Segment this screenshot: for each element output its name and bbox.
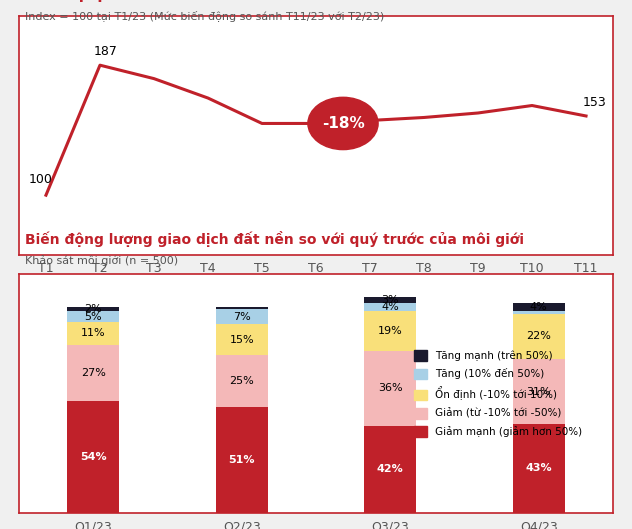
Bar — [364, 426, 416, 513]
Bar — [216, 355, 268, 407]
Bar — [364, 351, 416, 426]
Text: 4%: 4% — [530, 303, 548, 312]
Bar — [216, 307, 268, 309]
Text: 4%: 4% — [381, 303, 399, 312]
Text: 11%: 11% — [81, 329, 106, 339]
Text: 5%: 5% — [85, 312, 102, 322]
Text: 42%: 42% — [377, 464, 404, 475]
Bar — [67, 401, 119, 513]
Bar — [67, 307, 119, 312]
Text: 25%: 25% — [229, 376, 254, 386]
Bar — [513, 303, 565, 312]
Bar — [513, 424, 565, 513]
Text: 27%: 27% — [81, 368, 106, 378]
Text: 54%: 54% — [80, 452, 107, 462]
Bar — [364, 303, 416, 312]
Text: 2%: 2% — [84, 304, 102, 314]
Bar — [364, 297, 416, 303]
Text: 15%: 15% — [229, 334, 254, 344]
Text: 22%: 22% — [526, 332, 551, 341]
Bar — [364, 312, 416, 351]
Text: 31%: 31% — [526, 387, 551, 397]
Ellipse shape — [308, 97, 378, 150]
Bar — [67, 345, 119, 401]
Bar — [216, 407, 268, 513]
Legend: Tăng mạnh (trên 50%), Tăng (10% đến 50%), Ổn định (-10% tới 10%), Giảm (từ -10% : Tăng mạnh (trên 50%), Tăng (10% đến 50%)… — [410, 346, 586, 441]
Bar — [67, 322, 119, 345]
Text: -18%: -18% — [322, 116, 365, 131]
Text: 7%: 7% — [233, 312, 251, 322]
Text: 36%: 36% — [378, 384, 403, 394]
Bar — [513, 359, 565, 424]
Text: 19%: 19% — [378, 326, 403, 336]
Bar — [513, 314, 565, 359]
Bar — [513, 312, 565, 314]
Text: Index = 100 tại T1/23 (Mức biến động so sánh T11/23 với T2/23): Index = 100 tại T1/23 (Mức biến động so … — [25, 11, 384, 22]
Text: 187: 187 — [94, 45, 118, 58]
Text: 51%: 51% — [229, 455, 255, 465]
Bar — [216, 309, 268, 324]
Text: Biến động lượng giao dịch đất nền so với quý trước của môi giới: Biến động lượng giao dịch đất nền so với… — [25, 231, 524, 247]
Text: 3%: 3% — [382, 295, 399, 305]
Text: Khảo sát môi giới (n = 500): Khảo sát môi giới (n = 500) — [25, 255, 178, 266]
Text: 100: 100 — [28, 173, 52, 186]
Text: Mức độ quan tâm đất nền: Mức độ quan tâm đất nền — [25, 0, 245, 2]
Text: 43%: 43% — [525, 463, 552, 473]
Bar — [67, 312, 119, 322]
Bar — [216, 324, 268, 355]
Text: 153: 153 — [582, 96, 606, 108]
